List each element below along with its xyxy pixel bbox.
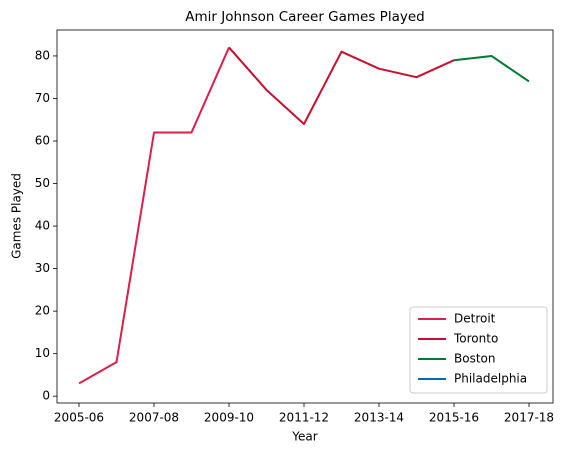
y-tick-label: 50: [35, 176, 50, 190]
y-tick-label: 60: [35, 134, 50, 148]
y-tick-label: 20: [35, 304, 50, 318]
line-series: [78, 47, 230, 385]
legend-box: [409, 306, 548, 394]
plot-frame: [56, 29, 554, 404]
chart-title: Amir Johnson Career Games Played: [185, 9, 424, 25]
legend-label: Toronto: [453, 332, 498, 346]
y-axis-label: Games Played: [10, 173, 24, 259]
y-tick-label: 0: [42, 389, 50, 403]
legend-label: Philadelphia: [454, 372, 527, 386]
y-tick-label: 30: [35, 261, 50, 275]
legend-label: Boston: [454, 352, 495, 366]
y-tick-label: 40: [35, 219, 50, 233]
x-tick-label: 2015-16: [429, 411, 479, 425]
x-tick-label: 2011-12: [279, 411, 329, 425]
y-tick-label: 10: [35, 346, 50, 360]
x-axis-label: Year: [291, 430, 317, 444]
y-tick-label: 80: [35, 48, 50, 62]
x-tick-label: 2007-08: [129, 411, 179, 425]
x-tick-label: 2009-10: [204, 411, 254, 425]
x-tick-label: 2005-06: [54, 411, 104, 425]
y-tick-label: 70: [35, 91, 50, 105]
line-series: [453, 54, 530, 83]
line-series: [228, 46, 455, 125]
legend-label: Detroit: [454, 312, 496, 326]
x-tick-label: 2017-18: [504, 411, 554, 425]
x-tick-label: 2013-14: [354, 411, 404, 425]
